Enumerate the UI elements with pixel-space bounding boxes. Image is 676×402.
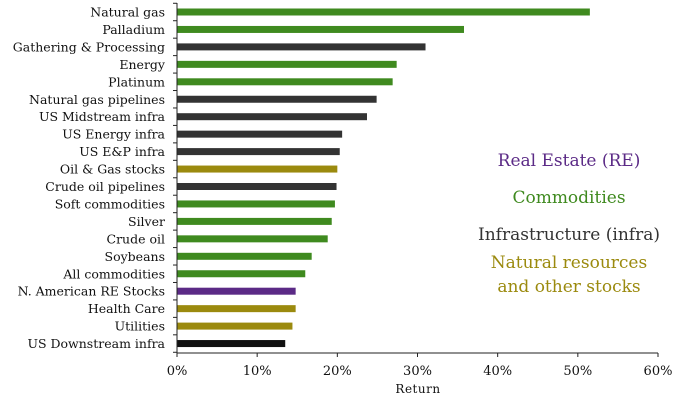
category-label: Soybeans	[105, 249, 165, 264]
category-label: Crude oil pipelines	[45, 179, 165, 194]
category-label: All commodities	[62, 266, 165, 281]
category-label: US Downstream infra	[27, 336, 165, 351]
category-label: Crude oil	[107, 231, 165, 246]
x-tick-label: 50%	[563, 364, 592, 379]
legend-entry: Natural resources	[491, 253, 647, 273]
bar	[177, 78, 393, 86]
bar	[177, 43, 426, 51]
category-labels: Natural gas Palladium Gathering & Processi…	[13, 5, 166, 352]
category-label: US Midstream infra	[39, 109, 166, 124]
bar	[177, 340, 286, 348]
bar	[177, 287, 296, 295]
category-label: Oil & Gas stocks	[60, 162, 165, 177]
bar	[177, 130, 343, 138]
x-tick-label: 30%	[403, 364, 432, 379]
axes	[173, 2, 659, 357]
legend-entry: and other stocks	[497, 277, 640, 297]
category-label: Soft commodities	[55, 196, 165, 211]
category-label: Energy	[119, 57, 166, 72]
legend-entry: Commodities	[512, 188, 625, 208]
x-axis-title: Return	[395, 382, 440, 396]
legend-entry: Infrastructure (infra)	[478, 225, 660, 245]
category-label: Utilities	[115, 319, 165, 334]
category-label: Health Care	[88, 301, 165, 316]
bar	[177, 322, 293, 330]
category-label: Gathering & Processing	[13, 39, 165, 54]
category-label: US Energy infra	[62, 127, 165, 142]
bar	[177, 95, 377, 103]
x-tick-label: 10%	[243, 364, 272, 379]
bar	[177, 60, 397, 68]
bar	[177, 305, 296, 313]
bar	[177, 165, 338, 173]
category-label: Platinum	[108, 74, 165, 89]
bar	[177, 8, 590, 16]
bar	[177, 113, 367, 121]
x-tick-label: 20%	[323, 364, 352, 379]
x-tick-label: 60%	[644, 364, 673, 379]
category-label: Natural gas pipelines	[29, 92, 165, 107]
x-tick-label: 40%	[483, 364, 512, 379]
category-label: Palladium	[102, 22, 165, 37]
legend: Real Estate (RE) Commodities Infrastructur…	[478, 151, 660, 297]
bar	[177, 200, 335, 208]
category-label: N. American RE Stocks	[18, 284, 165, 299]
x-tick-label: 0%	[167, 364, 188, 379]
bars	[177, 8, 590, 348]
legend-entry: Real Estate (RE)	[498, 151, 641, 171]
x-tick-labels: 0% 10% 20% 30% 40% 50% 60%	[167, 364, 673, 379]
bar	[177, 183, 337, 190]
category-label: Natural gas	[90, 5, 165, 20]
bar	[177, 217, 332, 225]
category-label: Silver	[128, 214, 165, 229]
category-label: US E&P infra	[79, 144, 165, 159]
bar	[177, 252, 312, 260]
bar	[177, 270, 306, 278]
bar	[177, 148, 340, 156]
bar	[177, 25, 464, 33]
bar	[177, 235, 328, 243]
